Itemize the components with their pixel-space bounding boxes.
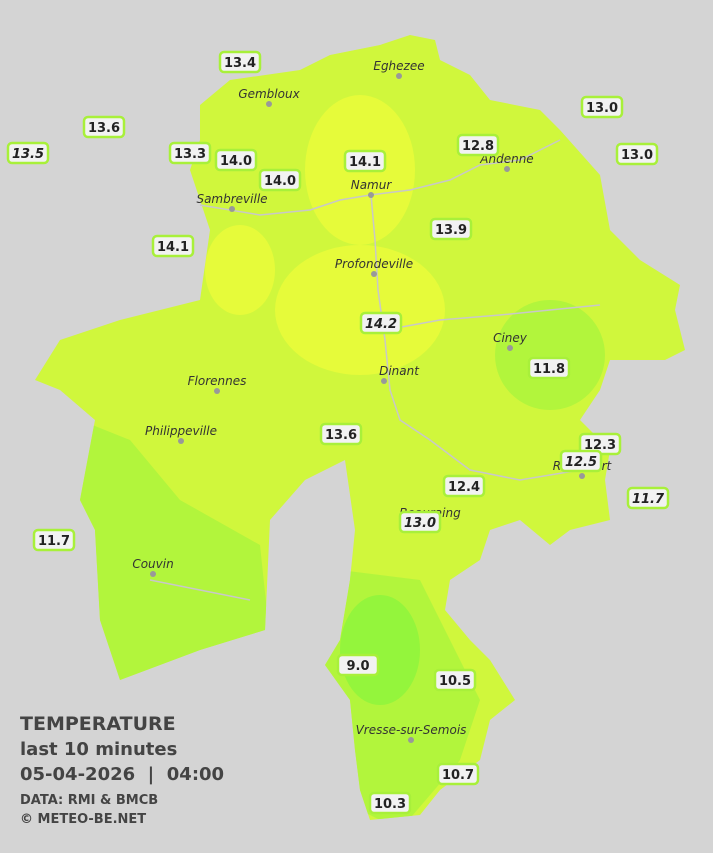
station-temp: 11.7 [38,534,70,549]
city-dot [408,737,414,743]
city-dot [178,438,184,444]
city-name: Couvin [132,557,173,571]
station-box [436,762,480,786]
city-name: Philippeville [145,424,217,438]
city-name: Dinant [379,364,420,378]
station-temp: 13.3 [174,147,206,162]
station-temp: 13.5 [12,147,44,162]
station-box [456,133,500,157]
station-temp: 13.4 [224,56,256,71]
station-box [527,356,571,380]
city-dot [504,166,510,172]
city-name: Florennes [188,374,247,388]
city-dot [381,378,387,384]
station-box [343,149,387,173]
station-temp: 14.1 [349,155,381,170]
station-box [580,95,624,119]
station-box [151,234,195,258]
station-temp: 14.0 [220,154,252,169]
station-temp: 13.0 [621,148,653,163]
labels: EghezeeGemblouxAndenneNamurSambrevillePr… [6,50,670,815]
legend-date: 05-04-2026 | 04:00 [20,764,224,785]
city-dot [266,101,272,107]
station-temp: 13.6 [325,428,357,443]
station-box [626,486,670,510]
city-name: Ciney [493,331,528,345]
station-temp: 10.5 [439,674,471,689]
city-name: Eghezee [373,59,424,73]
city-dot [368,192,374,198]
station-box [32,528,76,552]
station-box [218,50,262,74]
warm-zone [275,245,445,375]
station-temp: 12.3 [584,438,616,453]
station-temp: 14.0 [264,174,296,189]
city-dot [396,73,402,79]
station-temp: 14.1 [157,240,189,255]
city-name: Gembloux [238,87,300,101]
station-box [559,449,603,473]
cool-zone [60,420,270,690]
province [35,35,685,820]
station-temp: 12.4 [448,480,480,495]
station-box [433,668,477,692]
station-box [336,653,380,677]
station-temp: 13.6 [88,121,120,136]
station-temp: 13.0 [586,101,618,116]
station-box [258,168,302,192]
city-dot [214,388,220,394]
temperature-zones [60,95,605,820]
station-box [398,510,442,534]
station-temp: 13.0 [404,516,436,531]
station-temp: 11.8 [533,362,565,377]
station-temp: 11.7 [632,492,665,507]
legend-source: DATA: RMI & BMCB [20,793,158,808]
warm-zone [205,225,275,315]
station-box [615,142,659,166]
city-name: Namur [351,178,393,192]
station-temp: 12.5 [565,455,597,470]
station-box [429,217,473,241]
city-dot [150,571,156,577]
station-box [6,141,50,165]
station-box [168,141,212,165]
city-dot [229,206,235,212]
station-box [359,311,403,335]
cold-zone [340,595,420,705]
station-temp: 13.9 [435,223,467,238]
station-box [82,115,126,139]
cool-zone [495,300,605,410]
station-box [319,422,363,446]
legend-copyright: © METEO-BE.NET [20,812,146,827]
city-dot [371,271,377,277]
legend-title: TEMPERATURE [20,713,176,735]
station-temp: 14.2 [365,317,397,332]
station-temp: 10.7 [442,768,474,783]
station-temp: 12.8 [462,139,494,154]
city-name: Vresse-sur-Semois [356,723,467,737]
station-temp: 9.0 [346,659,369,674]
city-dot [579,473,585,479]
station-box [442,474,486,498]
legend-subtitle: last 10 minutes [20,739,177,760]
station-box [368,791,412,815]
rivers [149,139,601,601]
city-dot [507,345,513,351]
station-temp: 10.3 [374,797,406,812]
city-name: Profondeville [335,257,413,271]
city-name: Sambreville [196,192,267,206]
station-box [214,148,258,172]
